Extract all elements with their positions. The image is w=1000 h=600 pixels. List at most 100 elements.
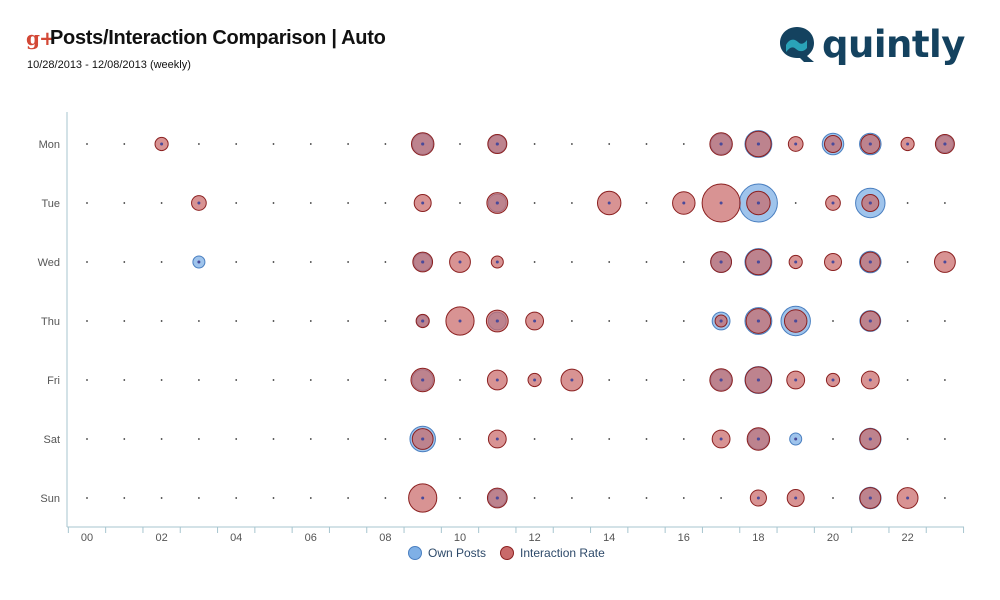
x-tick-label: 14 xyxy=(603,532,615,544)
grid-dot xyxy=(832,497,834,499)
y-tick-label: Sun xyxy=(40,493,60,505)
bubble-center xyxy=(868,142,872,146)
grid-dot xyxy=(198,143,200,145)
grid-dot xyxy=(533,143,536,145)
grid-dot xyxy=(123,379,126,381)
x-tick-label: 06 xyxy=(305,532,317,544)
grid-dot xyxy=(347,438,349,440)
grid-dot xyxy=(309,497,312,499)
bubble-center xyxy=(495,378,499,382)
grid-dot xyxy=(309,143,312,145)
bubble-center xyxy=(533,378,537,382)
grid-dot xyxy=(944,497,946,499)
grid-dot xyxy=(608,320,611,322)
x-tick-label: 02 xyxy=(155,532,167,544)
grid-dot xyxy=(272,261,275,263)
bubble-center xyxy=(495,496,499,500)
grid-dot xyxy=(86,320,88,322)
y-tick-label: Mon xyxy=(39,139,60,151)
grid-dot xyxy=(906,202,909,204)
bubble-center xyxy=(421,378,425,382)
bubble-center xyxy=(719,201,723,205)
grid-dot xyxy=(608,497,611,499)
grid-dot xyxy=(198,497,200,499)
x-tick-label: 10 xyxy=(454,532,466,544)
grid-dot xyxy=(459,379,461,381)
grid-dot xyxy=(160,320,163,322)
bubble-center xyxy=(458,319,462,323)
grid-dot xyxy=(384,143,387,145)
bubble-center xyxy=(756,496,760,500)
bubble-center xyxy=(943,260,947,264)
grid-dot xyxy=(86,202,88,204)
grid-dot xyxy=(459,497,461,499)
x-tick-label: 04 xyxy=(230,532,242,544)
grid-dot xyxy=(235,202,238,204)
series xyxy=(154,130,956,513)
bubble-center xyxy=(495,319,499,323)
grid-dot xyxy=(533,497,536,499)
x-tick-label: 20 xyxy=(827,532,839,544)
grid-dot xyxy=(123,438,126,440)
grid-dot xyxy=(645,438,648,440)
grid-dot xyxy=(86,438,88,440)
grid-dot xyxy=(384,202,387,204)
grid-dot xyxy=(571,320,573,322)
grid-dot xyxy=(682,438,685,440)
bubble-center xyxy=(756,142,760,146)
grid-dot xyxy=(645,379,648,381)
bubble-center xyxy=(682,201,686,205)
quintly-logo: quintly xyxy=(776,24,965,66)
grid-dot xyxy=(309,202,312,204)
grid-dot xyxy=(944,320,946,322)
bubble-center xyxy=(906,496,910,500)
bubble-center xyxy=(794,437,798,441)
bubble-center xyxy=(421,437,425,441)
grid-dot xyxy=(309,320,312,322)
y-tick-label: Wed xyxy=(38,257,60,269)
grid-dot xyxy=(906,438,909,440)
bubble-center xyxy=(533,319,537,323)
grid-dot xyxy=(533,438,536,440)
grid-dot xyxy=(682,379,685,381)
bubble-center xyxy=(197,201,201,205)
grid-dot xyxy=(533,261,536,263)
grid-dot xyxy=(682,320,685,322)
grid-dot xyxy=(160,438,163,440)
bubble-center xyxy=(868,496,872,500)
legend-item-interaction-rate[interactable]: Interaction Rate xyxy=(500,546,605,560)
grid-dot xyxy=(123,261,126,263)
grid-dot xyxy=(86,497,88,499)
grid-dot xyxy=(86,143,88,145)
grid-dot xyxy=(272,320,275,322)
grid-dot xyxy=(235,379,238,381)
grid-dot xyxy=(384,379,387,381)
x-tick-label: 08 xyxy=(379,532,391,544)
grid-dot xyxy=(160,261,163,263)
grid-dot xyxy=(235,497,238,499)
bubble-center xyxy=(495,437,499,441)
chart-header: g+ Posts/Interaction Comparison | Auto 1… xyxy=(26,26,386,71)
grid-dot xyxy=(682,497,685,499)
bubble-center xyxy=(421,319,425,323)
x-tick-label: 18 xyxy=(752,532,764,544)
bubble-center xyxy=(831,142,835,146)
bubble-center xyxy=(794,378,798,382)
bubble-center xyxy=(719,437,723,441)
bubble-center xyxy=(756,260,760,264)
bubble-center xyxy=(756,378,760,382)
legend-label-own-posts: Own Posts xyxy=(428,546,487,560)
legend-item-own-posts[interactable]: Own Posts xyxy=(408,546,486,560)
grid-dot xyxy=(198,438,200,440)
grid-dot xyxy=(347,143,349,145)
grid-dot xyxy=(459,438,461,440)
grid-dot xyxy=(608,261,611,263)
grid-dot xyxy=(720,497,722,499)
bubble-center xyxy=(197,260,201,264)
grid-dot xyxy=(459,143,461,145)
grid-dot xyxy=(272,202,275,204)
grid-dot xyxy=(906,320,909,322)
grid-dot xyxy=(235,438,238,440)
x-tick-label: 12 xyxy=(528,532,540,544)
